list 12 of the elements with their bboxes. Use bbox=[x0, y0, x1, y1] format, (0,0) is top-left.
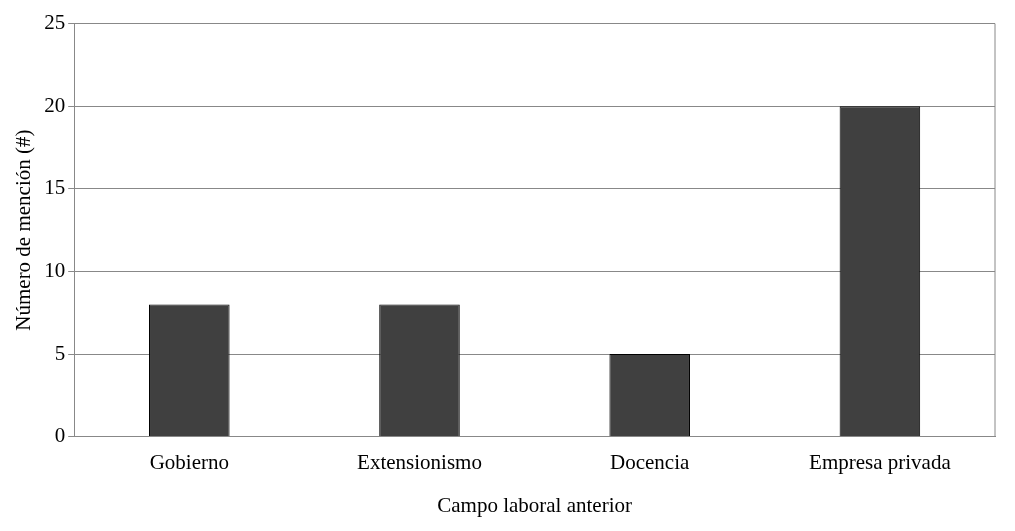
y-tick-label: 10 bbox=[44, 257, 66, 282]
x-tick-label: Extensionismo bbox=[357, 449, 482, 474]
y-tick-label: 20 bbox=[44, 92, 66, 117]
x-tick-label: Empresa privada bbox=[809, 449, 952, 474]
y-tick-label: 5 bbox=[54, 340, 66, 365]
y-tick-label: 0 bbox=[54, 423, 66, 448]
x-axis-title: Campo laboral anterior bbox=[437, 492, 632, 517]
y-axis-title: Número de mención (#) bbox=[11, 129, 36, 331]
x-tick-label: Docencia bbox=[610, 449, 691, 474]
y-tick-label: 25 bbox=[44, 10, 66, 35]
y-tick-label: 15 bbox=[44, 175, 66, 200]
x-tick-label: Gobierno bbox=[149, 449, 229, 474]
